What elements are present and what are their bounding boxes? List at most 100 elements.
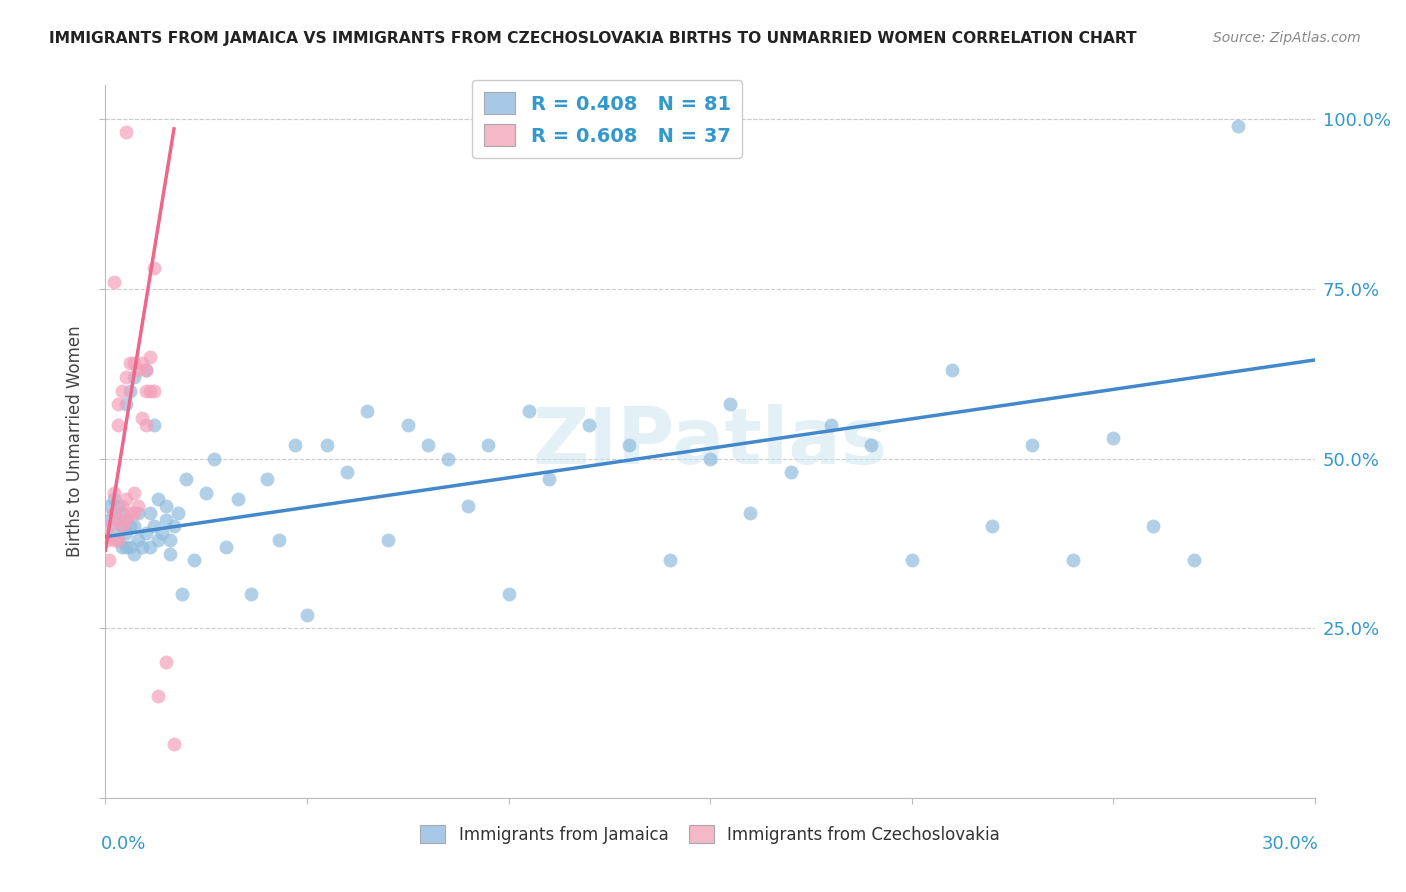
- Point: [396, 417, 419, 432]
- Point: [578, 417, 600, 432]
- Point: [107, 533, 129, 547]
- Point: [146, 533, 169, 547]
- Point: [135, 526, 157, 541]
- Point: [135, 417, 157, 432]
- Point: [195, 485, 218, 500]
- Point: [477, 438, 499, 452]
- Point: [96, 533, 118, 547]
- Point: [103, 526, 125, 541]
- Text: Source: ZipAtlas.com: Source: ZipAtlas.com: [1213, 31, 1361, 45]
- Point: [1102, 431, 1125, 445]
- Point: [336, 465, 359, 479]
- Point: [103, 506, 125, 520]
- Point: [163, 519, 186, 533]
- Point: [239, 587, 262, 601]
- Point: [658, 553, 681, 567]
- Point: [114, 370, 136, 384]
- Point: [779, 465, 801, 479]
- Point: [127, 506, 149, 520]
- Point: [155, 656, 177, 670]
- Point: [537, 472, 560, 486]
- Point: [107, 533, 129, 547]
- Point: [437, 451, 460, 466]
- Point: [135, 363, 157, 377]
- Point: [142, 261, 165, 276]
- Point: [202, 451, 225, 466]
- Point: [122, 506, 145, 520]
- Point: [114, 526, 136, 541]
- Point: [142, 519, 165, 533]
- Point: [457, 499, 479, 513]
- Point: [416, 438, 439, 452]
- Point: [174, 472, 197, 486]
- Text: IMMIGRANTS FROM JAMAICA VS IMMIGRANTS FROM CZECHOSLOVAKIA BIRTHS TO UNMARRIED WO: IMMIGRANTS FROM JAMAICA VS IMMIGRANTS FR…: [49, 31, 1137, 46]
- Point: [1021, 438, 1043, 452]
- Point: [103, 533, 125, 547]
- Point: [139, 350, 162, 364]
- Point: [127, 533, 149, 547]
- Point: [146, 690, 169, 704]
- Point: [131, 356, 153, 370]
- Point: [155, 499, 177, 513]
- Point: [122, 547, 145, 561]
- Point: [150, 526, 173, 541]
- Point: [118, 384, 141, 398]
- Point: [110, 506, 132, 520]
- Point: [122, 485, 145, 500]
- Point: [718, 397, 741, 411]
- Point: [139, 384, 162, 398]
- Point: [107, 417, 129, 432]
- Point: [103, 275, 125, 289]
- Point: [267, 533, 290, 547]
- Point: [122, 356, 145, 370]
- Legend: Immigrants from Jamaica, Immigrants from Czechoslovakia: Immigrants from Jamaica, Immigrants from…: [413, 819, 1007, 851]
- Point: [1182, 553, 1205, 567]
- Point: [228, 492, 250, 507]
- Point: [215, 540, 238, 554]
- Point: [1227, 119, 1250, 133]
- Point: [377, 533, 399, 547]
- Point: [98, 513, 121, 527]
- Point: [155, 513, 177, 527]
- Point: [103, 506, 125, 520]
- Point: [98, 519, 121, 533]
- Point: [103, 492, 125, 507]
- Point: [127, 499, 149, 513]
- Point: [159, 547, 181, 561]
- Point: [118, 519, 141, 533]
- Point: [142, 417, 165, 432]
- Point: [122, 519, 145, 533]
- Point: [498, 587, 520, 601]
- Point: [107, 499, 129, 513]
- Point: [114, 513, 136, 527]
- Point: [820, 417, 842, 432]
- Point: [114, 513, 136, 527]
- Point: [284, 438, 307, 452]
- Point: [146, 492, 169, 507]
- Point: [127, 363, 149, 377]
- Point: [110, 519, 132, 533]
- Point: [699, 451, 721, 466]
- Point: [517, 404, 540, 418]
- Point: [256, 472, 278, 486]
- Point: [118, 356, 141, 370]
- Point: [1142, 519, 1164, 533]
- Point: [981, 519, 1004, 533]
- Point: [142, 384, 165, 398]
- Point: [860, 438, 883, 452]
- Text: 30.0%: 30.0%: [1263, 835, 1319, 853]
- Point: [167, 506, 190, 520]
- Point: [110, 384, 132, 398]
- Point: [135, 384, 157, 398]
- Point: [740, 506, 762, 520]
- Point: [118, 540, 141, 554]
- Y-axis label: Births to Unmarried Women: Births to Unmarried Women: [66, 326, 84, 558]
- Point: [900, 553, 922, 567]
- Point: [159, 533, 181, 547]
- Point: [118, 506, 141, 520]
- Point: [107, 513, 129, 527]
- Text: ZIPatlas: ZIPatlas: [533, 403, 887, 480]
- Point: [114, 492, 136, 507]
- Point: [619, 438, 641, 452]
- Point: [110, 540, 132, 554]
